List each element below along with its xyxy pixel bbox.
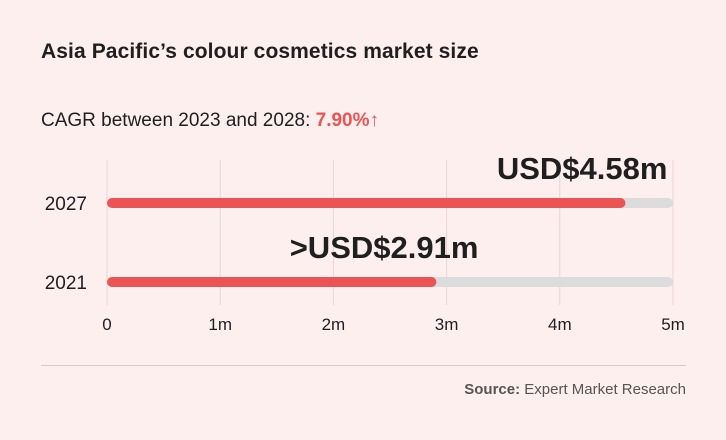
bar bbox=[107, 277, 437, 287]
data-label: USD$4.58m bbox=[497, 151, 668, 186]
source-text: Expert Market Research bbox=[524, 381, 686, 398]
x-tick-label: 2m bbox=[322, 315, 346, 334]
x-tick-label: 5m bbox=[661, 315, 685, 334]
x-tick-label: 3m bbox=[435, 315, 459, 334]
bar bbox=[107, 198, 626, 208]
x-tick-label: 1m bbox=[208, 315, 232, 334]
source-label: Source: bbox=[464, 381, 521, 398]
labels: 0 1m 2m 3m 4m 5m 2027 USD$4.58m 2021 >USD$2.91m bbox=[45, 151, 685, 334]
up-arrow-icon: ↑ bbox=[369, 110, 380, 131]
data-label: >USD$2.91m bbox=[290, 230, 479, 265]
cagr-label: CAGR between 2023 and 2028: bbox=[41, 110, 311, 131]
source-note: Source: Expert Market Research bbox=[464, 381, 686, 398]
cagr-value: 7.90% bbox=[315, 110, 370, 131]
cagr-subtitle: CAGR between 2023 and 2028: 7.90%↑ bbox=[41, 110, 379, 132]
chart-title: Asia Pacific’s colour cosmetics market s… bbox=[41, 40, 479, 63]
category-label: 2021 bbox=[45, 273, 87, 294]
x-tick-label: 0 bbox=[102, 315, 111, 334]
category-label: 2027 bbox=[45, 194, 87, 215]
x-tick-label: 4m bbox=[548, 315, 572, 334]
footer-divider bbox=[41, 365, 686, 366]
bars bbox=[107, 198, 673, 287]
